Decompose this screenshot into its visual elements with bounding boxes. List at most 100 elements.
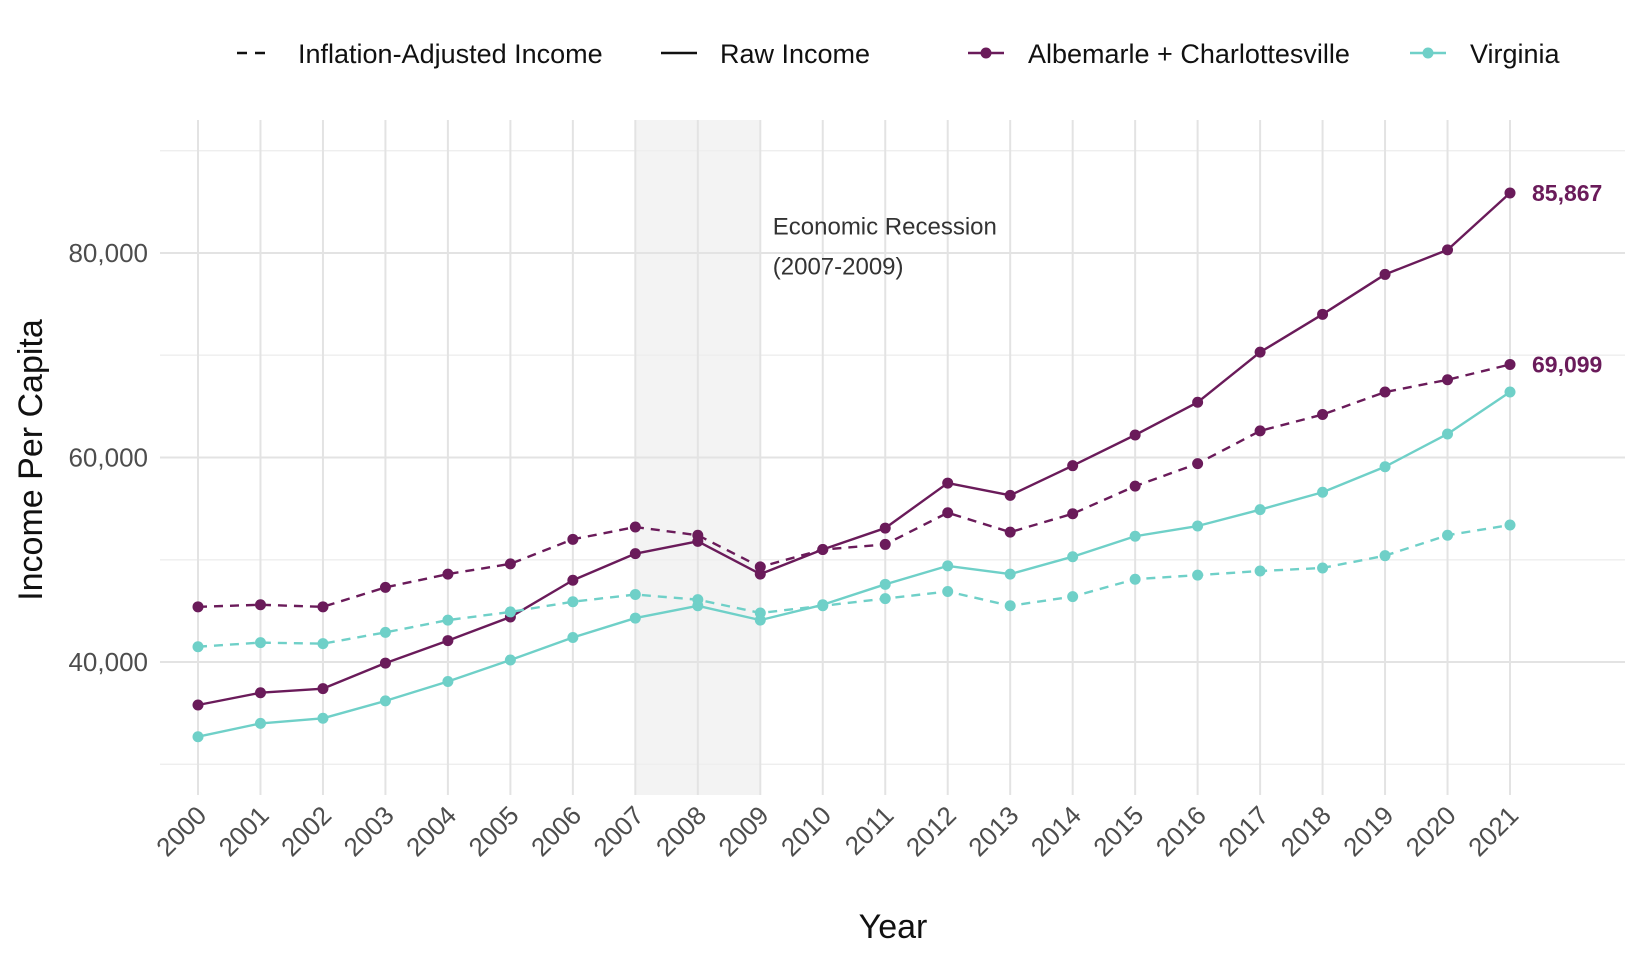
data-point xyxy=(1254,504,1266,516)
legend-item-raw-income: Raw Income xyxy=(661,39,870,69)
data-point xyxy=(879,522,891,534)
x-tick-label: 2013 xyxy=(962,800,1024,862)
data-point xyxy=(629,589,641,601)
data-point xyxy=(254,687,266,699)
data-point xyxy=(317,601,329,613)
x-tick-label: 2001 xyxy=(213,800,275,862)
data-point xyxy=(817,600,829,612)
data-point xyxy=(1067,591,1079,603)
legend: Inflation-Adjusted Income Raw Income Alb… xyxy=(237,39,1561,69)
data-point xyxy=(192,601,204,613)
data-point xyxy=(754,561,766,573)
data-point xyxy=(1317,409,1329,421)
data-point xyxy=(254,599,266,611)
x-axis-title: Year xyxy=(859,908,928,946)
data-point xyxy=(504,606,516,618)
legend-label-virginia: Virginia xyxy=(1470,39,1561,69)
data-point xyxy=(1192,458,1204,470)
end-value-label: 85,867 xyxy=(1532,180,1602,206)
recession-annotation-line2: (2007-2009) xyxy=(773,254,904,281)
data-point xyxy=(442,568,454,580)
data-point xyxy=(942,560,954,572)
data-point xyxy=(1504,386,1516,398)
x-tick-label: 2017 xyxy=(1212,800,1274,862)
series-line-1 xyxy=(197,363,1511,609)
x-tick-label: 2002 xyxy=(275,800,337,862)
data-point xyxy=(1317,562,1329,574)
legend-item-inflation-adjusted: Inflation-Adjusted Income xyxy=(237,39,603,69)
data-point xyxy=(192,641,204,653)
legend-albemarle-point-key xyxy=(980,47,992,59)
x-tick-label: 2015 xyxy=(1087,800,1149,862)
data-point xyxy=(942,585,954,597)
data-point xyxy=(1442,428,1454,440)
data-point xyxy=(1067,508,1079,520)
data-point xyxy=(567,574,579,586)
x-tick-label: 2000 xyxy=(150,800,212,862)
legend-label-raw-income: Raw Income xyxy=(720,39,870,69)
data-point xyxy=(692,594,704,606)
x-tick-label: 2016 xyxy=(1150,800,1212,862)
data-point xyxy=(1317,486,1329,498)
data-point xyxy=(1442,374,1454,386)
data-point xyxy=(1192,396,1204,408)
x-tick-label: 2012 xyxy=(900,800,962,862)
data-point xyxy=(1442,244,1454,256)
data-point xyxy=(192,731,204,743)
x-tick-label: 2021 xyxy=(1462,800,1524,862)
data-point xyxy=(1192,520,1204,532)
data-point xyxy=(1504,358,1516,370)
data-point xyxy=(379,581,391,593)
data-point xyxy=(1379,550,1391,562)
data-point xyxy=(1129,429,1141,441)
x-tick-label: 2004 xyxy=(400,800,462,862)
series-lines xyxy=(197,192,1511,738)
data-point xyxy=(1004,600,1016,612)
data-point xyxy=(1129,480,1141,492)
x-tick-label: 2009 xyxy=(712,800,774,862)
data-point xyxy=(317,683,329,695)
data-point xyxy=(1067,460,1079,472)
data-point xyxy=(879,593,891,605)
recession-annotation-line1: Economic Recession xyxy=(773,214,997,241)
data-point xyxy=(567,632,579,643)
data-point xyxy=(692,529,704,541)
data-point xyxy=(942,507,954,519)
data-point xyxy=(1254,425,1266,437)
x-tick-label: 2007 xyxy=(587,800,649,862)
data-point xyxy=(629,548,641,560)
data-point xyxy=(817,544,829,556)
data-point xyxy=(254,717,266,729)
data-point xyxy=(1504,187,1516,199)
data-point xyxy=(379,657,391,669)
x-tick-label: 2018 xyxy=(1275,800,1337,862)
data-point xyxy=(379,626,391,638)
series-line-3 xyxy=(197,523,1511,648)
data-point xyxy=(1004,526,1016,538)
end-value-label: 69,099 xyxy=(1532,351,1602,377)
data-point xyxy=(1504,519,1516,531)
data-point xyxy=(1067,551,1079,563)
data-point xyxy=(1379,461,1391,473)
data-point xyxy=(442,614,454,626)
data-point xyxy=(567,533,579,545)
data-point xyxy=(1192,569,1204,581)
x-tick-label: 2003 xyxy=(338,800,400,862)
x-tick-label: 2014 xyxy=(1025,800,1087,862)
data-point xyxy=(504,654,516,666)
y-tick-label: 40,000 xyxy=(68,647,148,677)
x-tick-label: 2019 xyxy=(1337,800,1399,862)
data-point xyxy=(1129,573,1141,585)
data-point xyxy=(879,538,891,550)
y-tick-labels: 40,000 60,000 80,000 xyxy=(68,238,148,677)
data-point xyxy=(1379,268,1391,280)
data-point xyxy=(1254,565,1266,577)
data-point xyxy=(442,635,454,647)
data-point xyxy=(504,558,516,570)
data-point xyxy=(1129,530,1141,542)
data-point xyxy=(942,477,954,489)
grid-lines xyxy=(160,120,1625,795)
data-point xyxy=(192,699,204,711)
data-point xyxy=(754,607,766,619)
